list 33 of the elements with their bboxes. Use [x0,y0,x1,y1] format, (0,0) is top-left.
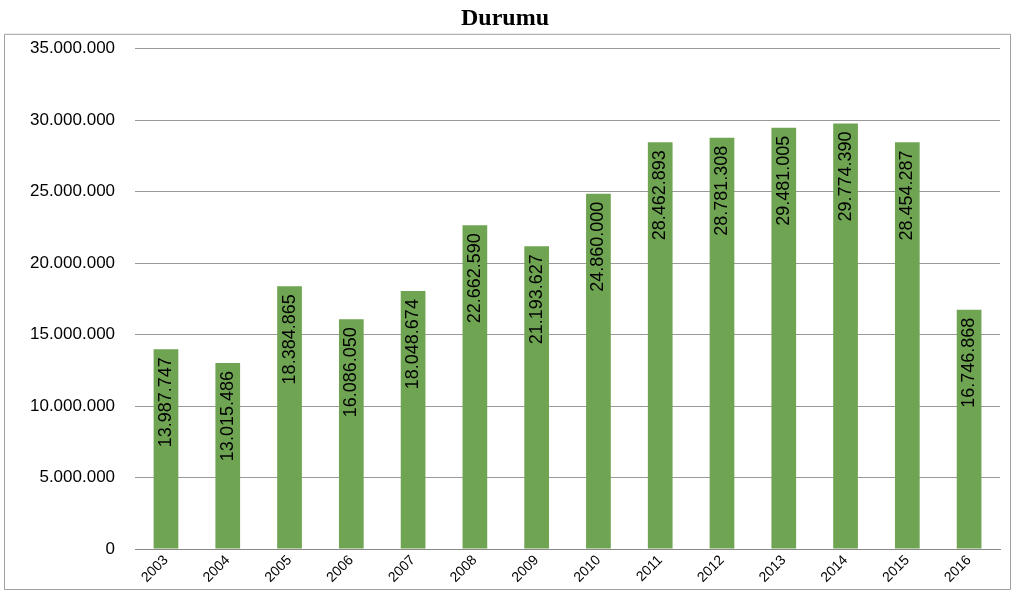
data-label: 28.781.308 [710,145,731,236]
data-label: 13.015.486 [216,371,237,462]
bar [524,246,550,549]
data-label: 21.193.627 [525,254,546,345]
data-label: 16.746.868 [958,317,979,408]
y-tick-label: 5.000.000 [39,467,116,487]
bar [894,142,920,549]
data-label: 28.454.287 [896,150,917,241]
bar [586,193,611,549]
data-label: 13.987.747 [154,357,175,448]
y-tick-label: 20.000.000 [29,252,116,272]
bar [833,123,858,549]
data-label: 29.774.390 [834,131,855,222]
data-label: 29.481.005 [772,135,793,226]
data-label: 24.860.000 [587,201,608,292]
bar [462,225,488,549]
bar [338,319,364,549]
data-label: 16.086.050 [340,327,361,418]
bar [277,286,302,549]
data-label: 18.384.865 [278,294,299,385]
bar [771,127,797,549]
data-label: 18.048.674 [402,299,423,390]
data-label: 28.462.893 [649,150,670,241]
data-label: 22.662.590 [463,233,484,324]
y-tick-label: 15.000.000 [29,324,116,344]
bar [647,142,673,549]
y-tick-label: 25.000.000 [29,181,116,201]
y-tick-label: 30.000.000 [29,109,116,129]
y-tick-label: 10.000.000 [29,395,116,415]
y-tick-label: 35.000.000 [29,38,116,58]
chart-title: Durumu [460,3,550,30]
y-tick-label: 0 [105,538,116,558]
bar [709,137,735,549]
